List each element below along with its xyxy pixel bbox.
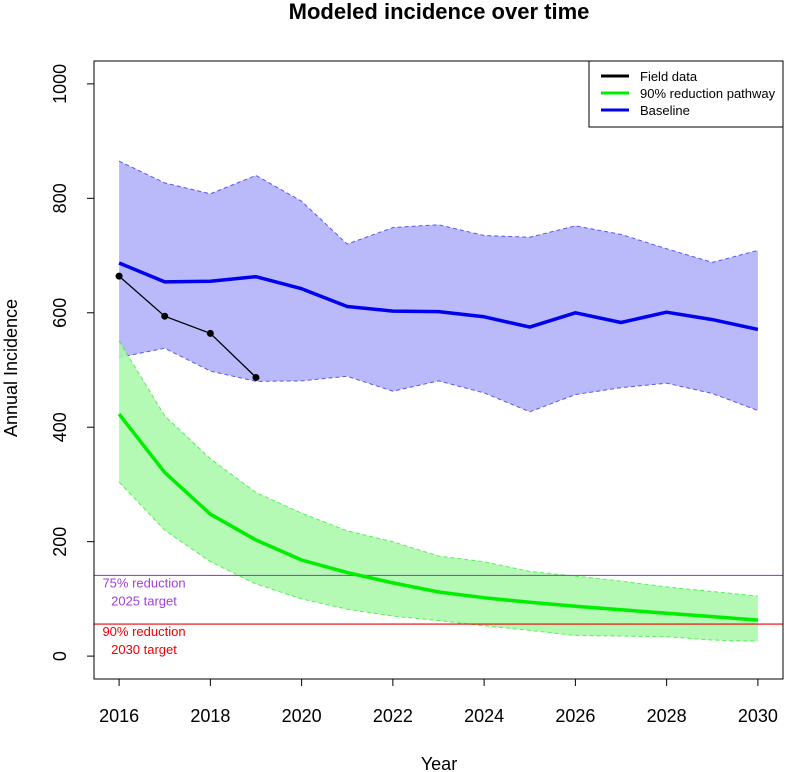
x-tick-label: 2022 bbox=[373, 706, 413, 726]
target-2030-label-line2: 2030 target bbox=[111, 642, 177, 657]
x-tick-label: 2030 bbox=[738, 706, 778, 726]
x-tick-label: 2018 bbox=[190, 706, 230, 726]
confidence-bands bbox=[118, 160, 759, 642]
target-2025-label-line1: 75% reduction bbox=[102, 575, 185, 590]
field-data-points bbox=[115, 272, 260, 381]
reduction-pathway-confidence-band bbox=[119, 340, 758, 642]
x-axis-title: Year bbox=[421, 754, 457, 772]
legend: Field data 90% reduction pathway Baseline bbox=[588, 60, 784, 128]
baseline-line bbox=[118, 261, 759, 332]
y-tick-label: 0 bbox=[50, 651, 70, 661]
reduction-pathway-lower-bound bbox=[118, 481, 758, 642]
target-2030-label-line1: 90% reduction bbox=[102, 624, 185, 639]
field-data-point bbox=[252, 373, 260, 381]
target-2025-label-line2: 2025 target bbox=[111, 593, 177, 608]
reduction-pathway-line bbox=[117, 413, 759, 622]
x-tick-label: 2026 bbox=[555, 706, 595, 726]
legend-label-field-data: Field data bbox=[640, 69, 698, 84]
y-tick-label: 200 bbox=[50, 527, 70, 557]
baseline-upper-bound bbox=[118, 160, 759, 263]
y-axis-title: Annual Incidence bbox=[1, 299, 21, 437]
field-data-point bbox=[161, 312, 169, 320]
reference-lines: 75% reduction 2025 target 90% reduction 203… bbox=[94, 574, 783, 657]
field-data-point bbox=[115, 272, 123, 280]
x-tick-label: 2016 bbox=[99, 706, 139, 726]
plot-frame bbox=[93, 60, 784, 680]
y-tick-label: 800 bbox=[50, 183, 70, 213]
legend-label-reduction-pathway: 90% reduction pathway bbox=[640, 86, 776, 101]
field-data-point bbox=[206, 329, 214, 337]
x-tick-label: 2020 bbox=[282, 706, 322, 726]
field-data-line bbox=[118, 275, 257, 378]
y-tick-label: 600 bbox=[50, 298, 70, 328]
chart-title: Modeled incidence over time bbox=[289, 0, 590, 24]
series-lines bbox=[117, 261, 759, 622]
y-tick-label: 400 bbox=[50, 412, 70, 442]
x-tick-label: 2028 bbox=[647, 706, 687, 726]
baseline-lower-bound bbox=[119, 347, 759, 413]
legend-label-baseline: Baseline bbox=[640, 103, 690, 118]
y-axis: 0 200 400 600 800 1000 bbox=[50, 64, 94, 661]
y-tick-label: 1000 bbox=[50, 64, 70, 104]
x-tick-label: 2024 bbox=[464, 706, 504, 726]
reduction-pathway-upper-bound bbox=[118, 340, 758, 597]
x-axis: 2016 2018 2020 2022 2024 2026 2028 2030 bbox=[99, 679, 778, 726]
baseline-confidence-band bbox=[119, 161, 758, 412]
